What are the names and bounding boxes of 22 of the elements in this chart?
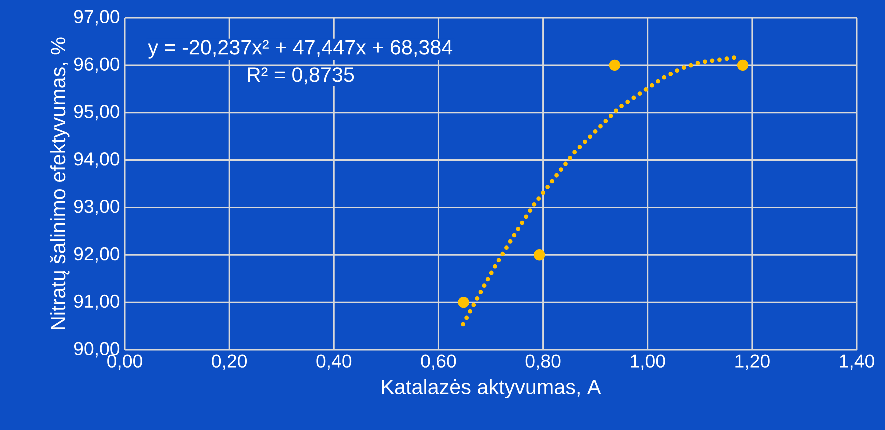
y-axis-title: Nitratų šalinimo efektyvumas, % bbox=[50, 38, 70, 330]
x-tick-label: 0,40 bbox=[316, 354, 352, 370]
annotation: R² = 0,8735 bbox=[248, 68, 354, 85]
x-axis-title: Katalazės aktyvumas, A bbox=[382, 379, 602, 399]
point bbox=[534, 250, 546, 261]
annotation: y = -20,237x² + 47,447x + 68,384 bbox=[148, 40, 453, 59]
point bbox=[609, 60, 621, 72]
y-tick-label: 95,00 bbox=[74, 105, 120, 121]
x-tick-label: 1,00 bbox=[631, 354, 666, 370]
y-tick-label: 93,00 bbox=[74, 200, 120, 216]
x-tick-label: 0,80 bbox=[526, 354, 561, 370]
x-tick-label: 1,40 bbox=[840, 354, 874, 370]
point bbox=[458, 296, 470, 308]
y-tick-label: 97,00 bbox=[74, 10, 120, 26]
y-tick-label: 91,00 bbox=[74, 294, 120, 310]
x-tick-label: 0,60 bbox=[421, 354, 456, 370]
y-tick-label: 94,00 bbox=[74, 152, 120, 168]
point bbox=[737, 60, 749, 72]
y-tick-label: 92,00 bbox=[74, 247, 120, 263]
x-tick-label: 1,20 bbox=[736, 354, 770, 370]
y-tick-label: 96,00 bbox=[74, 58, 120, 74]
x-tick-label: 0,20 bbox=[212, 354, 248, 370]
